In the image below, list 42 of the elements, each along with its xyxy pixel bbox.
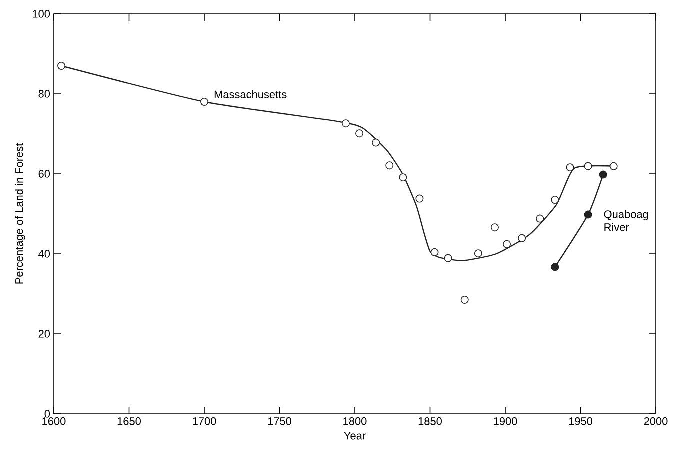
y-tick-label: 80 (38, 90, 50, 98)
x-tick-label: 1750 (268, 418, 292, 426)
point (399, 174, 408, 182)
point (474, 250, 482, 258)
x-tick-label: 1850 (418, 418, 442, 426)
x-tick-label: 1900 (494, 418, 518, 426)
point (460, 296, 469, 304)
y-tick-label: 60 (38, 170, 50, 178)
point (356, 130, 364, 138)
point (536, 214, 544, 223)
point (490, 224, 499, 232)
point (58, 62, 66, 70)
point (518, 234, 526, 242)
point (551, 263, 560, 272)
point (584, 162, 592, 170)
point (416, 194, 424, 203)
y-axis-title: Percentage of Land in Forest (15, 143, 26, 284)
point (610, 162, 618, 170)
point (551, 196, 560, 204)
series-label: Quaboag River (604, 210, 648, 232)
x-axis-title: Year (344, 432, 366, 440)
point (599, 170, 608, 179)
x-tick-label: 2000 (644, 418, 668, 426)
y-tick-label: 40 (38, 250, 50, 258)
point (342, 120, 350, 128)
y-tick-label: 0 (44, 410, 50, 418)
x-tick-label: 1650 (118, 418, 141, 426)
x-tick-label: 1800 (344, 418, 367, 426)
y-tick-label: 100 (33, 10, 50, 18)
point (200, 98, 208, 106)
point (430, 248, 439, 256)
series-label: Massachusetts (214, 90, 287, 98)
point (584, 210, 592, 219)
point (503, 240, 511, 248)
point (444, 254, 452, 262)
point (386, 162, 394, 170)
x-tick-label: 1950 (569, 418, 592, 426)
point (372, 138, 380, 147)
point (566, 164, 574, 172)
x-tick-label: 1700 (193, 418, 216, 426)
y-tick-label: 20 (38, 330, 50, 338)
x-tick-label: 1600 (42, 418, 66, 426)
